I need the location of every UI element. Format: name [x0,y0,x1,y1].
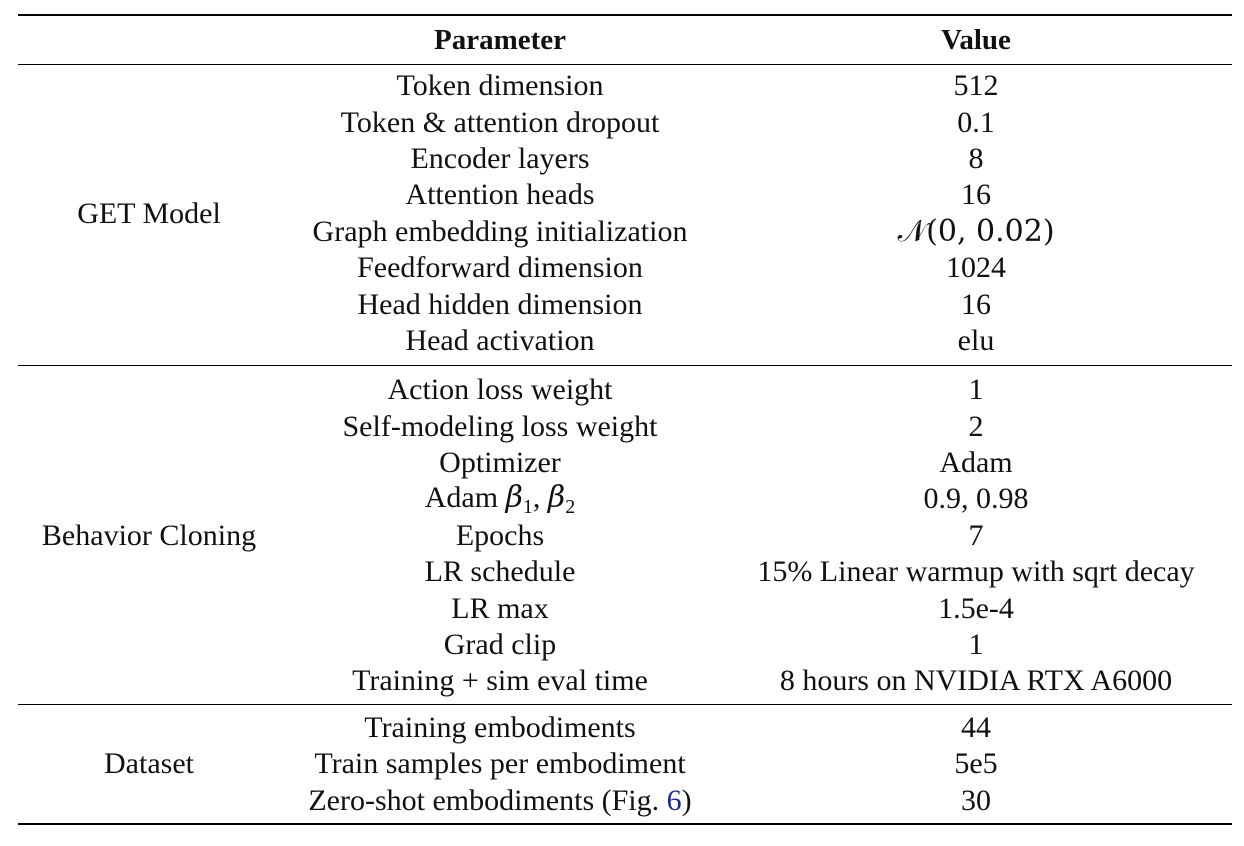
table-row: Adam β1, β2 0.9, 0.98 [280,480,1232,519]
group-label: GET Model [77,196,221,230]
table-row: LR schedule 15% Linear warmup with sqrt … [280,554,1232,590]
table-row: Self-modeling loss weight 2 [280,409,1232,445]
value-cell: 1.5e-4 [938,591,1014,625]
value-cell: 512 [953,69,999,103]
beta2-subscript: 2 [565,496,576,518]
table-row: Training embodiments 44 [280,710,1232,746]
beta1-symbol: β [505,480,523,515]
value-cell: 1 [968,628,984,662]
group-dataset: Dataset Training embodiments 44 Train sa… [18,705,1232,823]
parameter-cell: Training embodiments [364,710,636,744]
parameter-cell: Head hidden dimension [357,287,643,321]
beta-separator: , [532,481,548,514]
top-rule [18,14,1232,16]
group-behavior-cloning: Behavior Cloning Action loss weight 1 Se… [18,366,1232,704]
table-row: Graph embedding initialization 𝒩(0, 0.02… [280,214,1232,250]
table-row: Grad clip 1 [280,627,1232,663]
header-parameter: Parameter [433,23,566,56]
table-row: Zero-shot embodiments (Fig. 6) 30 [280,782,1232,818]
parameter-suffix: ) [681,783,692,817]
value-cell: 16 [961,287,991,321]
table-row: Optimizer Adam [280,445,1232,481]
header-rule [18,64,1232,65]
value-cell: 30 [961,783,991,817]
table-row: Token & attention dropout 0.1 [280,104,1232,140]
parameter-prefix: Adam [424,481,506,514]
beta1-subscript: 1 [522,496,533,518]
group-label: Behavior Cloning [41,518,257,552]
table-row: Train samples per embodiment 5e5 [280,746,1232,782]
value-cell: Adam [939,446,1013,480]
parameter-cell: Training + sim eval time [352,664,648,698]
table-header: Parameter Value [18,16,1232,64]
bottom-rule [18,822,1232,825]
parameter-cell: Optimizer [439,446,561,480]
parameter-cell: Grad clip [443,628,557,662]
group-label: Dataset [104,747,194,781]
header-value: Value [941,23,1011,56]
parameter-cell: Attention heads [405,178,595,212]
value-cell: 7 [968,518,984,552]
table-row: Feedforward dimension 1024 [280,250,1232,286]
table-row: Training + sim eval time 8 hours on NVID… [280,663,1232,699]
value-cell: 16 [961,178,991,212]
parameter-cell: Epochs [455,518,545,552]
parameter-cell: Self-modeling loss weight [342,409,658,443]
value-cell: 1024 [946,251,1006,285]
value-cell: 8 [968,141,984,175]
parameter-cell: Token dimension [396,69,604,103]
value-cell: 0.1 [957,105,995,139]
value-cell: elu [957,323,995,357]
group-rule [18,703,1232,705]
parameter-cell: Token & attention dropout [340,105,660,139]
table-row: Action loss weight 1 [280,372,1232,408]
table-row: Head hidden dimension 16 [280,286,1232,322]
parameter-cell: Feedforward dimension [357,251,643,285]
parameter-cell: LR max [451,591,549,625]
hyperparameter-table: Parameter Value GET Model Token dimensio… [18,14,1232,825]
value-cell: 8 hours on NVIDIA RTX A6000 [779,664,1173,698]
parameter-prefix: Zero-shot embodiments (Fig. [308,783,667,817]
table-row: Epochs 7 [280,518,1232,554]
table-row: Attention heads 16 [280,177,1232,213]
figure-ref-link[interactable]: 6 [666,783,682,817]
parameter-cell: Adam β1, β2 [280,480,720,519]
value-cell: 1 [968,373,984,407]
parameter-cell: Graph embedding initialization [312,214,688,248]
table-row: Encoder layers 8 [280,141,1232,177]
table-row: Head activation elu [280,323,1232,359]
parameter-cell: Train samples per embodiment [314,747,686,781]
value-cell: 44 [961,710,991,744]
parameter-cell: Encoder layers [410,141,590,175]
table-row: Token dimension 512 [280,68,1232,104]
value-cell: 𝒩(0, 0.02) [897,214,1055,250]
parameter-cell: Zero-shot embodiments (Fig. 6) [280,784,720,818]
beta2-symbol: β [547,480,566,515]
group-rule [18,365,1232,367]
value-cell: 0.9, 0.98 [923,482,1029,516]
value-cell: 5e5 [954,747,998,781]
parameter-cell: LR schedule [424,555,576,589]
parameter-cell: Head activation [405,323,595,357]
group-get-model: GET Model Token dimension 512 Token & at… [18,65,1232,365]
value-cell: 15% Linear warmup with sqrt decay [757,555,1195,589]
parameter-cell: Action loss weight [387,373,613,407]
table-row: LR max 1.5e-4 [280,590,1232,626]
value-cell: 2 [968,409,984,443]
